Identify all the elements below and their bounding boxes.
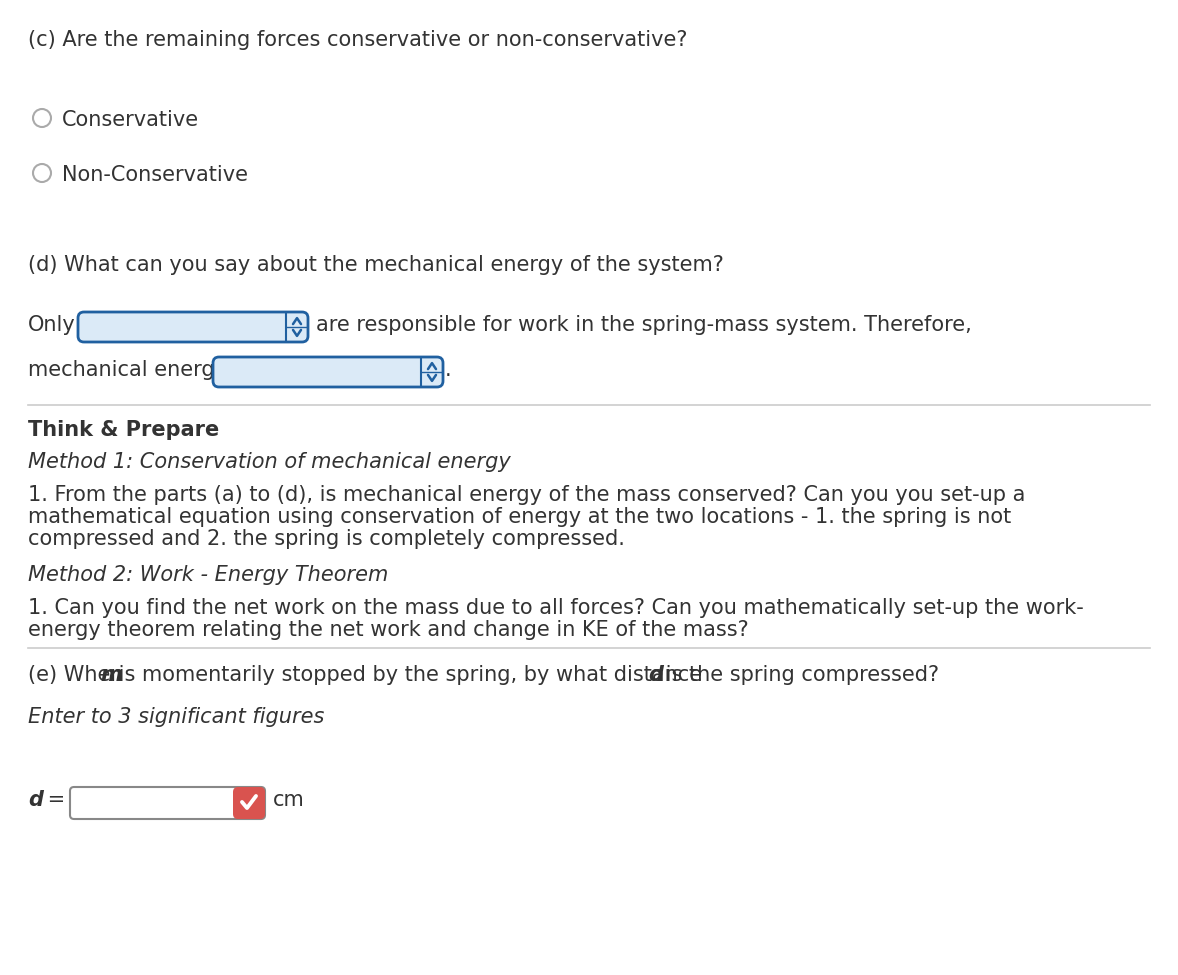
Text: are responsible for work in the spring-mass system. Therefore,: are responsible for work in the spring-m… (316, 315, 972, 335)
Text: mathematical equation using conservation of energy at the two locations - 1. the: mathematical equation using conservation… (28, 507, 1011, 527)
Text: (d) What can you say about the mechanical energy of the system?: (d) What can you say about the mechanica… (28, 255, 723, 275)
FancyBboxPatch shape (213, 357, 443, 387)
Text: m: m (100, 665, 121, 685)
Text: Only: Only (28, 315, 75, 335)
Text: d: d (28, 790, 44, 810)
Text: is the spring compressed?: is the spring compressed? (659, 665, 939, 685)
Text: Method 2: Work - Energy Theorem: Method 2: Work - Energy Theorem (28, 565, 389, 585)
Text: .: . (445, 360, 451, 380)
Text: cm: cm (273, 790, 305, 810)
Text: compressed and 2. the spring is completely compressed.: compressed and 2. the spring is complete… (28, 529, 624, 549)
Text: Method 1: Conservation of mechanical energy: Method 1: Conservation of mechanical ene… (28, 452, 511, 472)
Text: is momentarily stopped by the spring, by what distance: is momentarily stopped by the spring, by… (112, 665, 709, 685)
Text: 1. Can you find the net work on the mass due to all forces? Can you mathematical: 1. Can you find the net work on the mass… (28, 598, 1084, 618)
Text: mechanical energy is: mechanical energy is (28, 360, 251, 380)
Text: d: d (648, 665, 663, 685)
Text: energy theorem relating the net work and change in KE of the mass?: energy theorem relating the net work and… (28, 620, 749, 640)
Text: 1. From the parts (a) to (d), is mechanical energy of the mass conserved? Can yo: 1. From the parts (a) to (d), is mechani… (28, 485, 1025, 505)
FancyBboxPatch shape (233, 787, 265, 819)
Text: =: = (41, 790, 65, 810)
Text: Enter to 3 significant figures: Enter to 3 significant figures (28, 707, 324, 727)
Text: Non-Conservative: Non-Conservative (62, 165, 249, 185)
FancyBboxPatch shape (78, 312, 307, 342)
Text: (c) Are the remaining forces conservative or non-conservative?: (c) Are the remaining forces conservativ… (28, 30, 688, 50)
Text: Conservative: Conservative (62, 110, 199, 130)
FancyBboxPatch shape (70, 787, 265, 819)
Text: (e) When: (e) When (28, 665, 130, 685)
Text: Think & Prepare: Think & Prepare (28, 420, 219, 440)
